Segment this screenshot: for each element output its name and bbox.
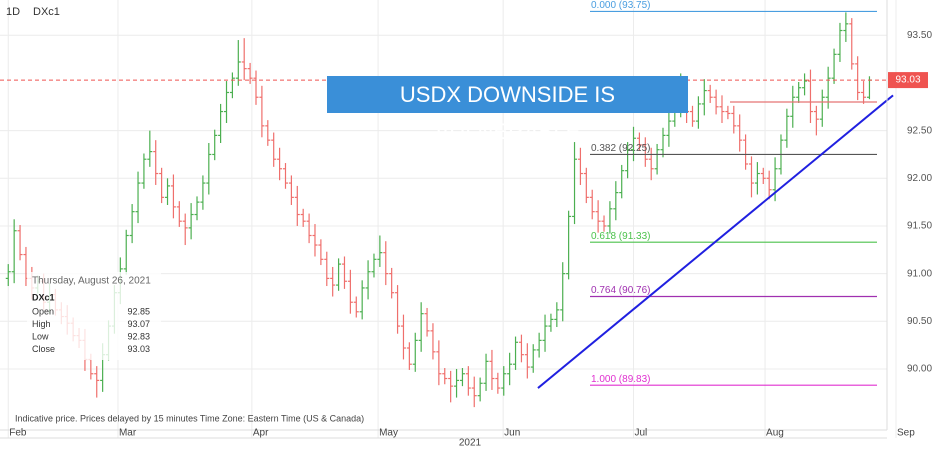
symbol: DXc1	[33, 6, 60, 18]
x-axis-year: 2021	[459, 438, 482, 449]
last-price-box	[888, 72, 928, 89]
y-tick-label: 91.50	[907, 221, 932, 232]
fib-label: 0.618 (91.33)	[591, 231, 651, 242]
y-tick-label: 93.50	[907, 30, 932, 41]
info-value: 92.83	[127, 331, 150, 341]
note: Indicative price. Prices delayed by 15 m…	[15, 413, 364, 423]
info-value: 92.85	[127, 306, 150, 316]
x-tick-label: Aug	[766, 428, 784, 439]
y-tick-label: 92.50	[907, 125, 932, 136]
x-tick-label: Mar	[119, 428, 137, 439]
info-value: 93.07	[127, 319, 150, 329]
banner: USDX DOWNSIDE IS VULNERABLE	[327, 76, 688, 144]
x-tick-label: May	[379, 428, 398, 439]
info-field: High	[32, 319, 51, 329]
trendline	[537, 94, 894, 389]
x-tick-label: Feb	[9, 428, 27, 439]
fib-label: 0.764 (90.76)	[591, 285, 651, 296]
info-box	[27, 272, 161, 360]
info-field: Close	[32, 344, 55, 354]
fib-label: 1.000 (89.83)	[591, 374, 651, 385]
y-tick-label: 90.50	[907, 316, 932, 327]
last-price-label: 93.03	[895, 75, 920, 86]
fib-label: 0.382 (92.25)	[591, 143, 651, 154]
y-tick-label: 92.00	[907, 173, 932, 184]
y-tick-label: 91.00	[907, 268, 932, 279]
y-tick-label: 90.00	[907, 364, 932, 375]
x-tick-label: Jul	[635, 428, 648, 439]
info-field: Low	[32, 331, 49, 341]
x-tick-label: Sep	[897, 428, 915, 439]
x-tick-label: Apr	[253, 428, 269, 439]
fib-label: 0.000 (93.75)	[591, 0, 651, 11]
x-tick-label: Jun	[504, 428, 520, 439]
info-value: 93.03	[127, 344, 150, 354]
info-field: Open	[32, 306, 54, 316]
info-symbol: DXc1	[32, 292, 55, 302]
interval: 1D	[6, 6, 20, 18]
info-date: Thursday, August 26, 2021	[32, 276, 151, 287]
